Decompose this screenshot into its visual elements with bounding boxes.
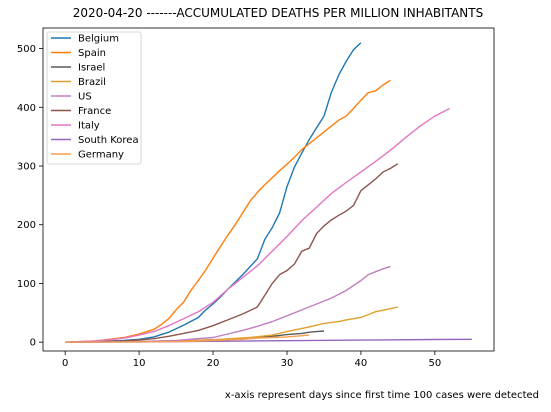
legend-label: Brazil [78, 77, 106, 88]
y-tick-label: 200 [17, 220, 36, 231]
legend-label: South Korea [78, 135, 139, 146]
legend-label: Belgium [78, 34, 119, 45]
legend-label: Spain [78, 48, 106, 59]
legend-label: Germany [78, 150, 124, 161]
y-tick-label: 100 [17, 279, 36, 290]
y-tick-label: 400 [17, 103, 36, 114]
x-tick-label: 40 [355, 358, 368, 369]
x-tick-label: 30 [281, 358, 294, 369]
series-lines [65, 42, 472, 343]
series-line-belgium [65, 42, 362, 343]
y-tick-label: 300 [17, 162, 36, 173]
legend-label: Israel [78, 63, 105, 74]
legend-label: US [78, 92, 92, 103]
plot-frame [42, 27, 495, 352]
series-line-us [65, 265, 391, 343]
series-line-spain [65, 79, 391, 343]
series-line-germany [65, 334, 310, 343]
y-tick-label: 500 [17, 44, 36, 55]
x-tick-label: 20 [207, 358, 220, 369]
y-tick-label: 0 [30, 338, 36, 349]
legend-box [46, 31, 142, 165]
x-axis-note: x-axis represent days since first time 1… [225, 390, 539, 401]
legend-label: France [78, 106, 111, 117]
series-line-italy [65, 107, 450, 343]
legend-label: Italy [78, 121, 100, 132]
x-tick-label: 50 [428, 358, 441, 369]
x-tick-label: 0 [62, 358, 68, 369]
series-line-brazil [65, 306, 399, 343]
chart-title: 2020-04-20 -------ACCUMULATED DEATHS PER… [73, 6, 483, 20]
series-line-france [65, 163, 399, 343]
x-tick-label: 10 [133, 358, 146, 369]
legend: Belgium Spain Israel Brazil US France Italy Sou… [46, 31, 142, 165]
